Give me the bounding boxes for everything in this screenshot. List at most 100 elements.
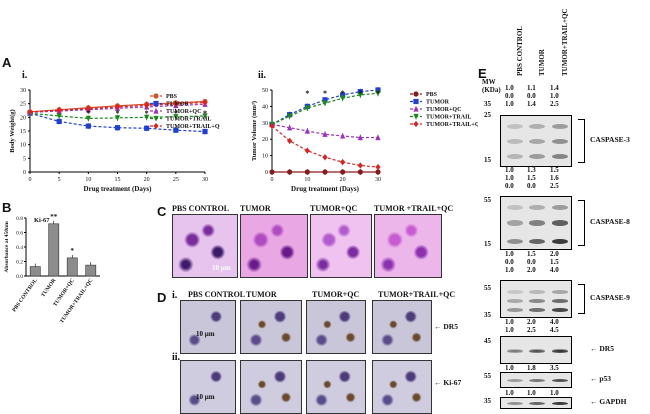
x-tick-label: 5 [58, 177, 61, 183]
significance-marker: * [174, 109, 178, 118]
densitometry-value: 0.0 [527, 258, 536, 266]
y-tick-label: 0.2 [16, 260, 23, 266]
legend-label: TUMOR [166, 102, 190, 108]
densitometry-value: 2.5 [527, 326, 536, 334]
legend-label: TUMOR+TRAIL+QC [166, 124, 220, 130]
legend-marker [413, 98, 419, 105]
densitometry-value: 2.0 [550, 250, 559, 258]
mw-marker: 35 [484, 311, 491, 319]
micrograph-d-label: TUMOR [246, 290, 277, 299]
x-tick-label: 20 [144, 177, 150, 183]
x-tick-label: 0 [29, 177, 32, 183]
legend-marker [413, 105, 419, 112]
x-tick-label: 15 [115, 177, 121, 183]
y-tick-label: 15 [20, 129, 26, 135]
legend-marker [413, 113, 419, 120]
protein-band [552, 238, 568, 244]
blot-image [500, 115, 572, 167]
significance-marker: * [86, 109, 90, 118]
mw-marker: 55 [484, 196, 491, 204]
blot-image [500, 336, 572, 364]
marker-label: ← DR5 [434, 322, 458, 331]
protein-band [507, 349, 523, 353]
protein-band [507, 220, 523, 226]
protein-band [529, 290, 545, 294]
y-tick-label: 25 [20, 102, 26, 108]
significance-marker: * [358, 89, 362, 98]
mw-marker: 35 [484, 397, 491, 405]
legend-label: PBS [426, 92, 438, 98]
micrograph-c [172, 214, 238, 278]
y-tick-label: 0.4 [16, 245, 23, 251]
x-tick-label: 25 [173, 177, 179, 183]
densitometry-value: 0.0 [505, 92, 514, 100]
x-axis-title: Drug treatment (Days) [291, 185, 360, 193]
y-axis-title: Absorbance at 450nm [4, 221, 10, 273]
protein-band [552, 290, 568, 294]
panel-label-aii: ii. [258, 70, 267, 81]
significance-marker: * [341, 89, 345, 98]
significance-marker: * [323, 89, 327, 98]
legend-marker [413, 91, 419, 97]
y-tick-label: 40 [262, 104, 268, 110]
x-tick-label: 10 [304, 177, 310, 183]
protein-band [507, 238, 523, 244]
panel-label-dii: ii. [172, 352, 181, 363]
blot-image [500, 280, 572, 318]
mw-marker: 15 [484, 156, 491, 164]
chart-body-weight: 0 5 10 15 20 25 30 0 5 10 15 20 25 30 Drug treatment (… [9, 88, 220, 193]
protein-band [552, 378, 568, 382]
densitometry-value: 1.4 [527, 100, 536, 108]
densitometry-value: 4.0 [550, 318, 559, 326]
y-tick-label: 10 [262, 154, 268, 160]
y-tick-label: 0.6 [16, 231, 23, 237]
protein-band [529, 220, 545, 226]
densitometry-value: 0.0 [505, 182, 514, 190]
significance-marker: * [145, 109, 149, 118]
lane-header: TUMOR [538, 49, 546, 76]
bar [85, 264, 97, 277]
legend-label: TUMOR+QC [166, 109, 201, 115]
micrograph-d [372, 360, 432, 414]
micrograph-c-label: TUMOR+QC [310, 204, 358, 213]
densitometry-value: 3.5 [550, 364, 559, 372]
y-tick-label: 0.0 [16, 274, 23, 280]
micrograph-d [180, 360, 236, 414]
y-tick-label: 50 [262, 88, 268, 94]
protein-band [552, 349, 568, 353]
protein-band [552, 308, 568, 312]
micrograph-c-label: TUMOR [240, 204, 271, 213]
densitometry-value: 1.0 [505, 364, 514, 372]
significance-marker: * [376, 89, 380, 98]
densitometry-value: 1.8 [527, 364, 536, 372]
mw-label: MW (KDa) [482, 78, 501, 94]
micrograph-c [240, 214, 308, 278]
y-tick-label: 0 [265, 170, 268, 176]
densitometry-value: 1.0 [505, 166, 514, 174]
x-tick-label: 30 [202, 177, 208, 183]
micrograph-d [306, 300, 366, 354]
densitometry-value: 2.0 [527, 266, 536, 274]
protein-band [552, 401, 568, 405]
bar [66, 257, 78, 277]
blot-protein-label: CASPASE-3 [590, 135, 630, 144]
protein-band [529, 378, 545, 382]
protein-band [529, 349, 545, 353]
blot-protein-label: ← DR5 [590, 344, 614, 353]
densitometry-value: 1.5 [550, 166, 559, 174]
y-tick-label: 20 [20, 115, 26, 121]
legend-label: TUMOR+TRAIL+QC [426, 122, 478, 128]
blot-protein-label: ← p53 [590, 374, 612, 383]
blot-protein-label: ← GAPDH [590, 397, 627, 406]
densitometry-value: 1.4 [550, 84, 559, 92]
densitometry-value: 1.5 [527, 174, 536, 182]
protein-band [507, 204, 523, 210]
legend-marker [153, 115, 159, 122]
protein-band [507, 401, 523, 405]
y-tick-label: 0 [23, 170, 26, 176]
micrograph-c-label: TUMOR +TRAIL+QC [374, 204, 454, 213]
micrograph-c [310, 214, 372, 278]
densitometry-value: 1.0 [505, 84, 514, 92]
densitometry-value: 1.3 [527, 166, 536, 174]
densitometry-value: 0.0 [527, 92, 536, 100]
